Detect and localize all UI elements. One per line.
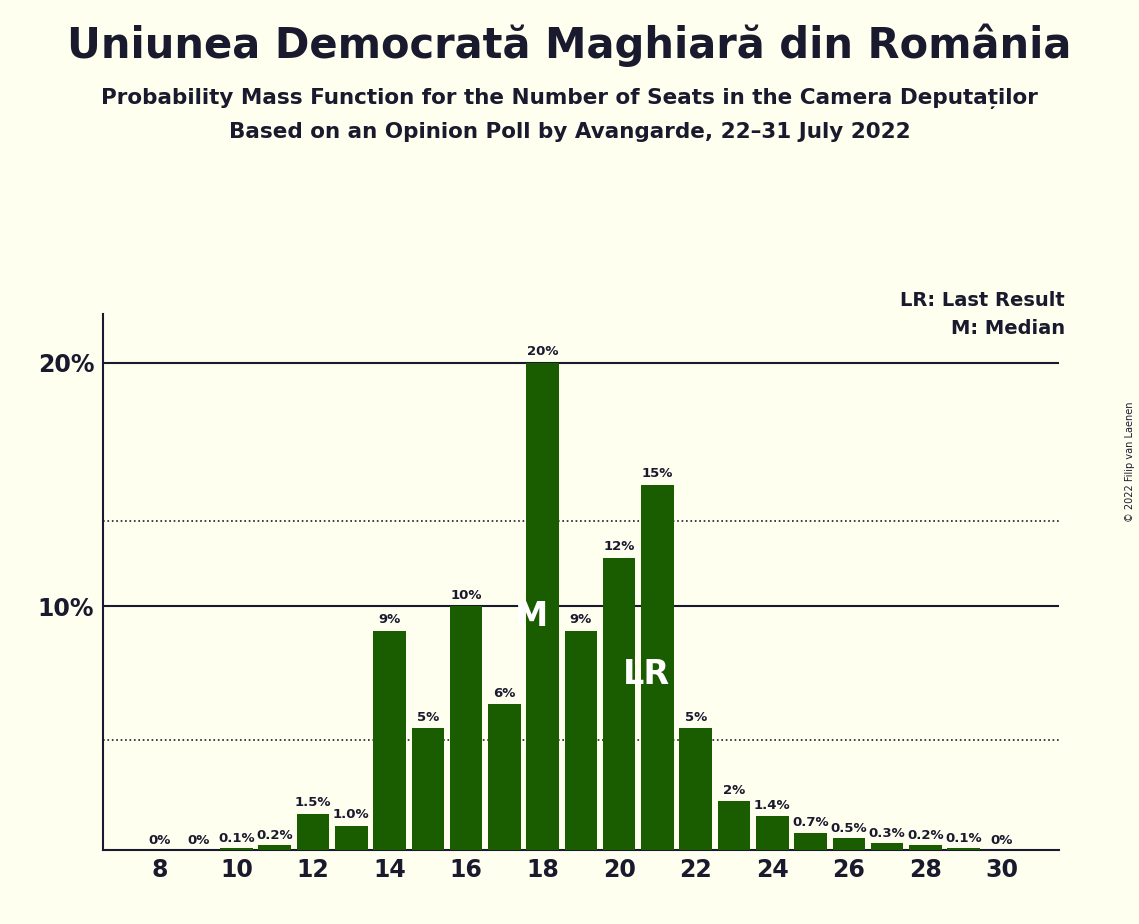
Bar: [450, 606, 482, 850]
Bar: [680, 728, 712, 850]
Bar: [374, 631, 405, 850]
Bar: [794, 833, 827, 850]
Text: 0.2%: 0.2%: [907, 829, 943, 843]
Text: 10%: 10%: [450, 590, 482, 602]
Bar: [220, 847, 253, 850]
Text: 5%: 5%: [685, 711, 707, 723]
Text: 1.4%: 1.4%: [754, 798, 790, 811]
Text: © 2022 Filip van Laenen: © 2022 Filip van Laenen: [1125, 402, 1134, 522]
Bar: [565, 631, 597, 850]
Bar: [948, 847, 980, 850]
Bar: [259, 845, 290, 850]
Text: 0.3%: 0.3%: [869, 827, 906, 840]
Text: LR: LR: [622, 658, 670, 691]
Text: 9%: 9%: [378, 614, 401, 626]
Text: 20%: 20%: [527, 346, 558, 359]
Text: LR: Last Result: LR: Last Result: [900, 291, 1065, 310]
Bar: [833, 838, 865, 850]
Text: Based on an Opinion Poll by Avangarde, 22–31 July 2022: Based on an Opinion Poll by Avangarde, 2…: [229, 122, 910, 142]
Bar: [603, 558, 636, 850]
Bar: [756, 816, 788, 850]
Bar: [526, 363, 559, 850]
Text: Probability Mass Function for the Number of Seats in the Camera Deputaților: Probability Mass Function for the Number…: [101, 88, 1038, 109]
Text: 1.5%: 1.5%: [295, 796, 331, 809]
Bar: [411, 728, 444, 850]
Text: 12%: 12%: [604, 541, 634, 553]
Text: 0.5%: 0.5%: [830, 822, 867, 835]
Text: 0%: 0%: [187, 834, 210, 847]
Text: 0.1%: 0.1%: [945, 832, 982, 845]
Bar: [489, 704, 521, 850]
Text: 9%: 9%: [570, 614, 592, 626]
Text: 5%: 5%: [417, 711, 439, 723]
Bar: [909, 845, 942, 850]
Text: 6%: 6%: [493, 687, 516, 699]
Text: 0.7%: 0.7%: [793, 816, 829, 829]
Text: Uniunea Democrată Maghiară din România: Uniunea Democrată Maghiară din România: [67, 23, 1072, 67]
Text: 0%: 0%: [149, 834, 171, 847]
Bar: [871, 843, 903, 850]
Text: M: Median: M: Median: [951, 319, 1065, 338]
Text: 15%: 15%: [641, 468, 673, 480]
Text: M: M: [515, 600, 548, 633]
Text: 0.2%: 0.2%: [256, 829, 293, 843]
Text: 2%: 2%: [723, 784, 745, 797]
Bar: [335, 826, 368, 850]
Text: 1.0%: 1.0%: [333, 808, 369, 821]
Bar: [718, 801, 751, 850]
Bar: [641, 485, 673, 850]
Text: 0.1%: 0.1%: [219, 832, 255, 845]
Bar: [297, 813, 329, 850]
Text: 0%: 0%: [991, 834, 1013, 847]
